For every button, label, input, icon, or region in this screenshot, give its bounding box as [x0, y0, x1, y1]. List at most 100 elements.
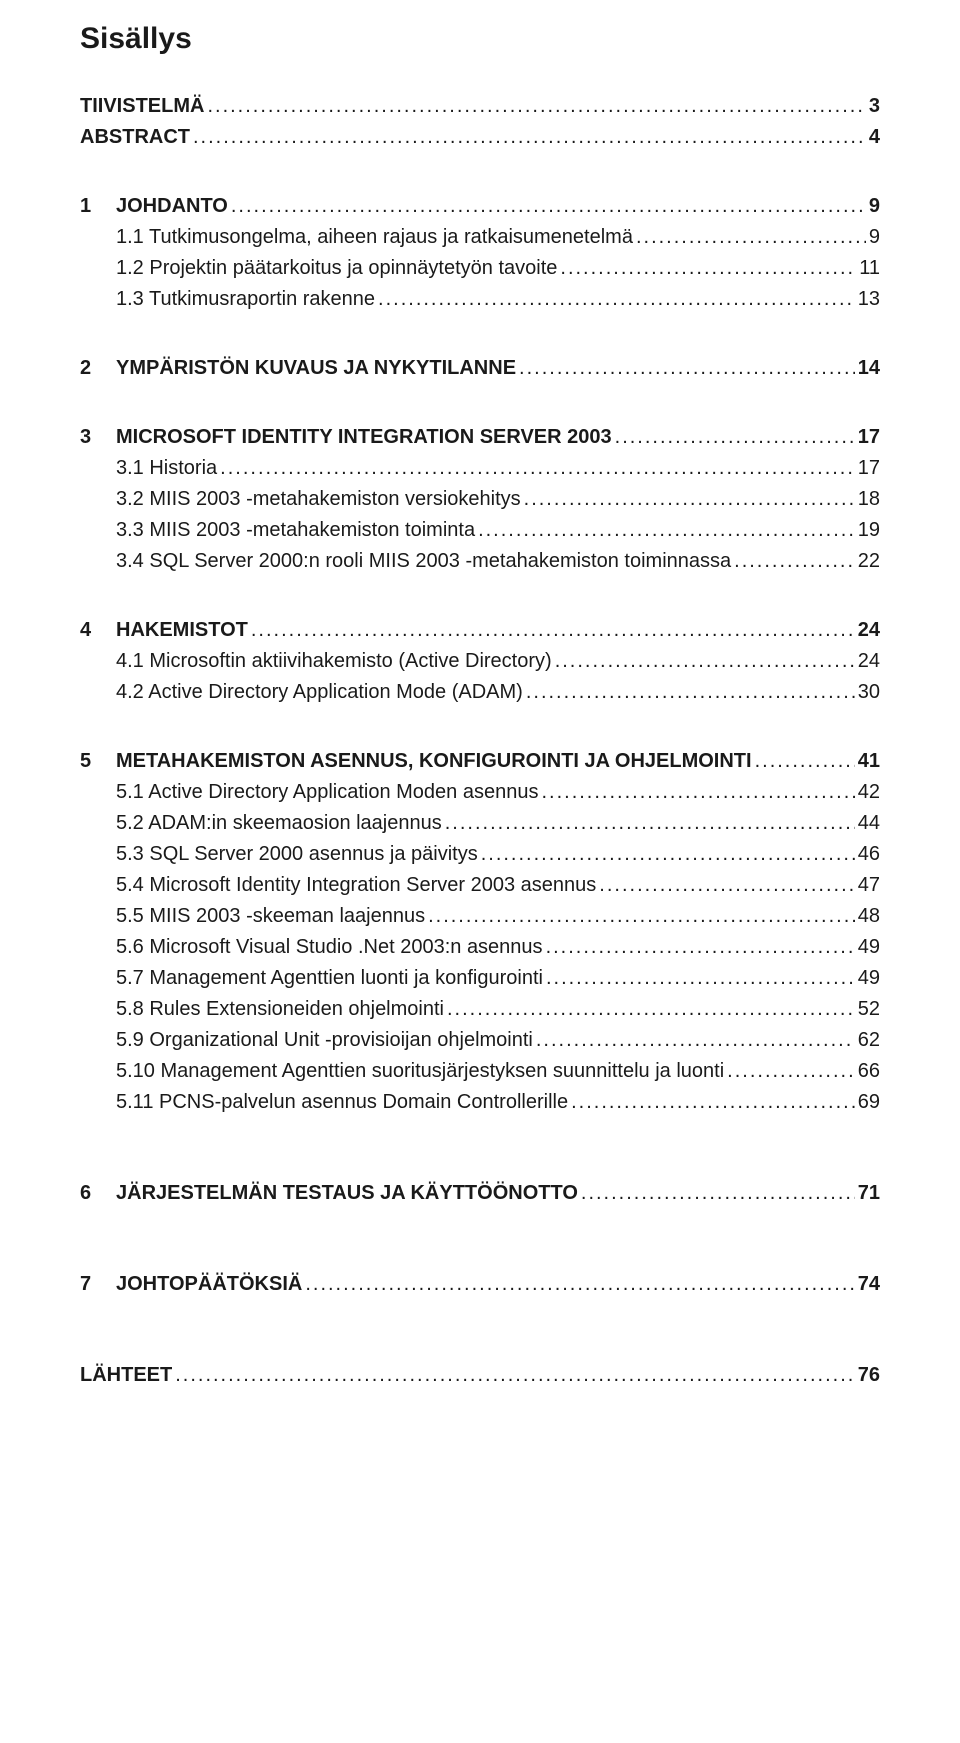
toc-entry: 5.6 Microsoft Visual Studio .Net 2003:n … [80, 933, 880, 962]
toc-leader [615, 423, 855, 452]
toc-leader [526, 678, 855, 707]
toc-leader [305, 1270, 854, 1299]
toc-entry-label: 5.6 Microsoft Visual Studio .Net 2003:n … [80, 933, 546, 962]
toc-entry-page: 11 [856, 254, 880, 283]
toc-entry-label: 1.2 Projektin päätarkoitus ja opinnäytet… [80, 254, 560, 283]
toc-entry-text: JOHDANTO [116, 195, 228, 217]
toc-entry: 5.3 SQL Server 2000 asennus ja päivitys 4… [80, 840, 880, 869]
toc-leader [447, 995, 855, 1024]
toc-entry-page: 13 [855, 285, 880, 314]
toc-leader [755, 747, 855, 776]
toc-leader [599, 871, 854, 900]
toc-entry: 5METAHAKEMISTON ASENNUS, KONFIGUROINTI J… [80, 747, 880, 776]
toc-leader [536, 1026, 855, 1055]
toc-entry-page: 44 [855, 809, 880, 838]
toc-leader [220, 454, 855, 483]
toc-entry-label: 3.4 SQL Server 2000:n rooli MIIS 2003 -m… [80, 547, 734, 576]
toc-entry-page: 42 [855, 778, 880, 807]
toc-entry-label: TIIVISTELMÄ [80, 92, 207, 121]
toc-entry-label: 4.1 Microsoftin aktiivihakemisto (Active… [80, 647, 555, 676]
toc-entry-page: 46 [855, 840, 880, 869]
toc-entry-page: 24 [855, 616, 880, 645]
toc-entry: 5.11 PCNS-palvelun asennus Domain Contro… [80, 1088, 880, 1117]
toc-entry-label: 5.1 Active Directory Application Moden a… [80, 778, 541, 807]
toc-entry-label: 5.2 ADAM:in skeemaosion laajennus [80, 809, 445, 838]
toc-entry: 6JÄRJESTELMÄN TESTAUS JA KÄYTTÖÖNOTTO 71 [80, 1179, 880, 1208]
toc-entry-number: 7 [80, 1270, 116, 1299]
toc-entry: 5.5 MIIS 2003 -skeeman laajennus 48 [80, 902, 880, 931]
toc-entry-label: 5.5 MIIS 2003 -skeeman laajennus [80, 902, 428, 931]
toc-entry-label: 5.9 Organizational Unit -provisioijan oh… [80, 1026, 536, 1055]
toc-entry-page: 9 [866, 223, 880, 252]
toc-entry-label: 5.11 PCNS-palvelun asennus Domain Contro… [80, 1088, 571, 1117]
toc-entry-page: 17 [855, 423, 880, 452]
toc-leader [560, 254, 856, 283]
toc-entry-label: 4.2 Active Directory Application Mode (A… [80, 678, 526, 707]
toc-entry-number: 2 [80, 354, 116, 383]
toc-entry: 5.10 Management Agenttien suoritusjärjes… [80, 1057, 880, 1086]
toc-entry-number: 6 [80, 1179, 116, 1208]
toc-entry-page: 9 [866, 192, 880, 221]
toc-leader [727, 1057, 855, 1086]
toc-entry: 3.3 MIIS 2003 -metahakemiston toiminta19 [80, 516, 880, 545]
toc-entry-page: 69 [855, 1088, 880, 1117]
toc-entry-label: 5.10 Management Agenttien suoritusjärjes… [80, 1057, 727, 1086]
toc-entry: 5.2 ADAM:in skeemaosion laajennus 44 [80, 809, 880, 838]
toc-leader [519, 354, 855, 383]
toc-entry: 3MICROSOFT IDENTITY INTEGRATION SERVER 2… [80, 423, 880, 452]
document-title: Sisällys [80, 22, 880, 56]
toc-entry-page: 71 [855, 1179, 880, 1208]
toc-entry: LÄHTEET76 [80, 1361, 880, 1390]
toc-entry-label: 1.3 Tutkimusraportin rakenne [80, 285, 378, 314]
toc-entry-number: 1 [80, 192, 116, 221]
toc-entry: 7JOHTOPÄÄTÖKSIÄ 74 [80, 1270, 880, 1299]
toc-entry-label: 6JÄRJESTELMÄN TESTAUS JA KÄYTTÖÖNOTTO [80, 1179, 581, 1208]
toc-entry-text: METAHAKEMISTON ASENNUS, KONFIGUROINTI JA… [116, 750, 752, 772]
toc-entry-label: ABSTRACT [80, 123, 193, 152]
toc-leader [478, 516, 855, 545]
toc-entry-label: 5.7 Management Agenttien luonti ja konfi… [80, 964, 546, 993]
toc-entry: ABSTRACT4 [80, 123, 880, 152]
toc-entry-text: JÄRJESTELMÄN TESTAUS JA KÄYTTÖÖNOTTO [116, 1182, 578, 1204]
toc-leader [546, 964, 855, 993]
toc-entry-label: 2YMPÄRISTÖN KUVAUS JA NYKYTILANNE [80, 354, 519, 383]
toc-gap [80, 316, 880, 354]
toc-entry: 4.1 Microsoftin aktiivihakemisto (Active… [80, 647, 880, 676]
toc-entry-page: 41 [855, 747, 880, 776]
toc-leader [481, 840, 855, 869]
toc-entry-label: 5.3 SQL Server 2000 asennus ja päivitys [80, 840, 481, 869]
toc-entry-label: 4HAKEMISTOT [80, 616, 251, 645]
toc-entry: 1.1 Tutkimusongelma, aiheen rajaus ja ra… [80, 223, 880, 252]
toc-gap [80, 154, 880, 192]
toc-entry: 1.3 Tutkimusraportin rakenne 13 [80, 285, 880, 314]
toc-leader [524, 485, 855, 514]
toc-entry-label: 1.1 Tutkimusongelma, aiheen rajaus ja ra… [80, 223, 636, 252]
toc-entry-number: 5 [80, 747, 116, 776]
toc-entry: 4HAKEMISTOT 24 [80, 616, 880, 645]
toc-entry-label: 3MICROSOFT IDENTITY INTEGRATION SERVER 2… [80, 423, 615, 452]
toc-entry-page: 47 [855, 871, 880, 900]
toc-entry: 3.1 Historia17 [80, 454, 880, 483]
toc-entry-page: 62 [855, 1026, 880, 1055]
toc-entry-page: 17 [855, 454, 880, 483]
toc-leader [231, 192, 866, 221]
toc-gap [80, 1210, 880, 1270]
toc-leader [428, 902, 855, 931]
toc-entry: TIIVISTELMÄ3 [80, 92, 880, 121]
toc-entry-number: 4 [80, 616, 116, 645]
toc-entry-page: 52 [855, 995, 880, 1024]
toc-entry-page: 76 [855, 1361, 880, 1390]
toc-gap [80, 709, 880, 747]
toc-entry-text: HAKEMISTOT [116, 619, 248, 641]
toc-entry-label: 5.8 Rules Extensioneiden ohjelmointi [80, 995, 447, 1024]
toc-gap [80, 578, 880, 616]
toc-entry-text: JOHTOPÄÄTÖKSIÄ [116, 1273, 302, 1295]
toc-entry: 5.9 Organizational Unit -provisioijan oh… [80, 1026, 880, 1055]
toc-entry: 2YMPÄRISTÖN KUVAUS JA NYKYTILANNE14 [80, 354, 880, 383]
toc-leader [636, 223, 866, 252]
toc-entry: 3.4 SQL Server 2000:n rooli MIIS 2003 -m… [80, 547, 880, 576]
toc-entry-page: 74 [855, 1270, 880, 1299]
toc-entry-page: 48 [855, 902, 880, 931]
toc-entry-page: 19 [855, 516, 880, 545]
toc-gap [80, 1301, 880, 1361]
